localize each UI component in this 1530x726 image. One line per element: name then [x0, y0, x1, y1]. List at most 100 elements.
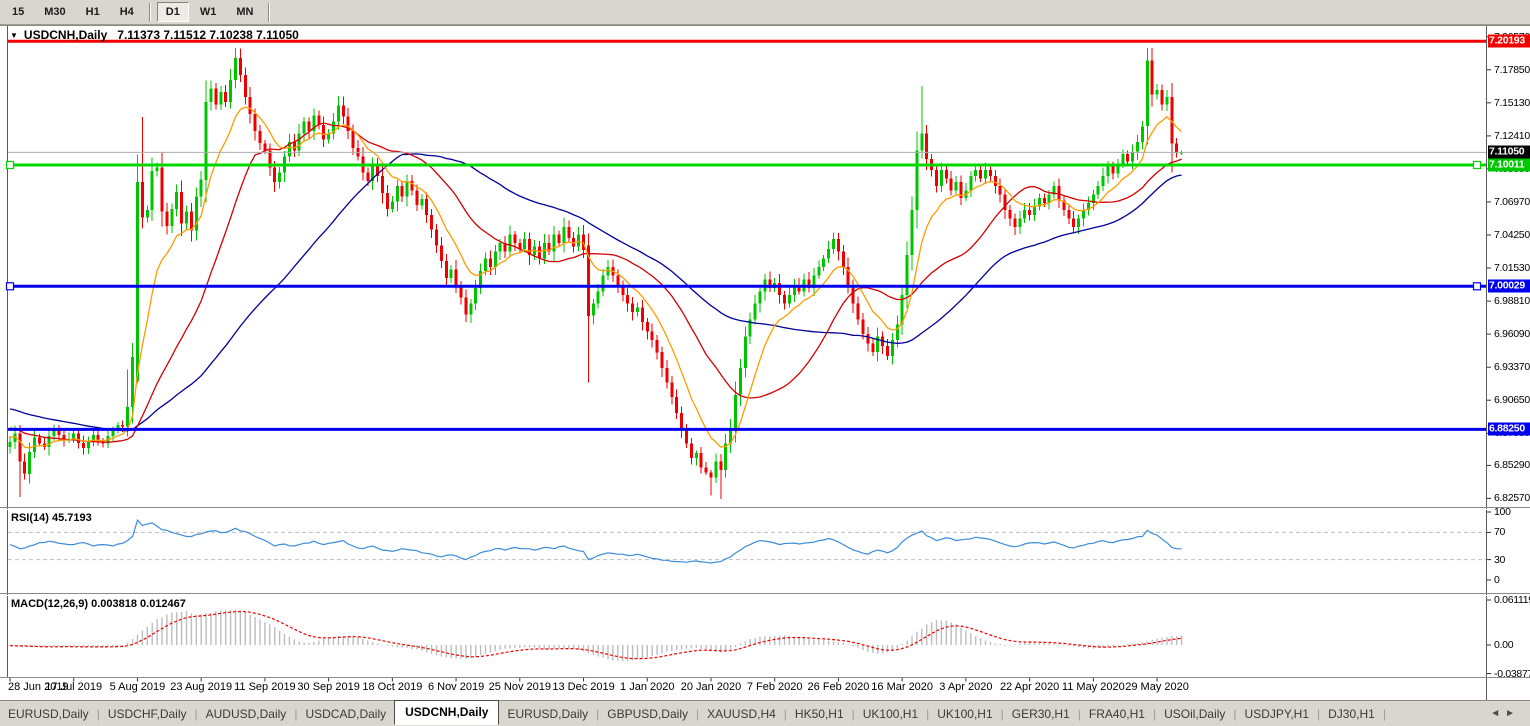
chart-tab-hk50-h1[interactable]: HK50,H1: [794, 706, 844, 721]
chart-tab-usdjpy-h1[interactable]: USDJPY,H1: [1244, 706, 1310, 721]
tab-scroll-arrows: ◄►: [1490, 708, 1530, 719]
rsi-layer: [8, 519, 1486, 564]
chart-tab-bar: EURUSD,Daily | USDCHF,Daily | AUDUSD,Daily | U…: [0, 699, 1530, 726]
price-badge: 7.11050: [1488, 145, 1530, 159]
chart-tab-eurusd-daily[interactable]: EURUSD,Daily: [8, 706, 89, 721]
price-tick-label: 7.17850: [1494, 63, 1530, 76]
chart-tab-gbpusd-daily[interactable]: GBPUSD,Daily: [607, 706, 688, 721]
tab-separator: |: [1000, 706, 1004, 721]
date-label: 7 Feb 2020: [746, 681, 803, 693]
tab-separator: |: [1317, 706, 1321, 721]
date-label: 18 Oct 2019: [362, 681, 423, 693]
price-tick-label: 6.90650: [1494, 394, 1530, 407]
tab-separator: |: [1382, 706, 1386, 721]
tab-separator: |: [783, 706, 787, 721]
date-label: 29 May 2020: [1125, 681, 1189, 693]
candles-layer: [8, 47, 1184, 499]
chart-tab-uk100-h1[interactable]: UK100,H1: [862, 706, 919, 721]
chart-tab-uk100-h1[interactable]: UK100,H1: [937, 706, 993, 721]
date-label: 17 Jul 2019: [45, 681, 103, 693]
rsi-indicator-label: RSI(14) 45.7193: [11, 512, 92, 524]
date-label: 23 Aug 2019: [170, 681, 233, 693]
tab-scroll-right-icon[interactable]: ►: [1505, 708, 1520, 719]
tab-separator: |: [294, 706, 298, 721]
macd-layer: [9, 609, 1183, 662]
rsi-tick-label: 100: [1494, 506, 1511, 518]
date-label: 1 Jan 2020: [620, 681, 675, 693]
hline-handle[interactable]: [1472, 282, 1482, 291]
timeframe-button-d1[interactable]: D1: [156, 2, 189, 22]
tab-separator: |: [1233, 706, 1237, 721]
price-tick-label: 7.12410: [1494, 129, 1530, 142]
chart-tab-eurusd-daily[interactable]: EURUSD,Daily: [507, 706, 589, 721]
tab-separator: |: [596, 706, 600, 721]
chart-tab-ger30-h1[interactable]: GER30,H1: [1011, 706, 1070, 721]
date-label: 26 Feb 2020: [807, 681, 870, 693]
hline-object-7.10011[interactable]: [5, 160, 1487, 170]
chart-tab-usoil-daily[interactable]: USOil,Daily: [1164, 706, 1226, 721]
date-label: 6 Nov 2019: [427, 681, 485, 693]
toolbar-separator: [268, 2, 271, 22]
moving-averages-layer: [9, 106, 1183, 449]
price-tick-label: 6.93370: [1494, 361, 1530, 374]
macd-indicator-label: MACD(12,26,9) 0.003818 0.012467: [11, 598, 186, 610]
price-tick-label: 7.01530: [1494, 262, 1530, 275]
date-label: 11 May 2020: [1061, 681, 1125, 693]
timeframe-button-h4[interactable]: H4: [119, 6, 134, 18]
timeframe-button-mn[interactable]: MN: [236, 6, 254, 18]
timeframe-button-m30[interactable]: M30: [44, 6, 66, 18]
price-badge: 7.00029: [1488, 279, 1530, 293]
macd-tick-label: -0.03877: [1494, 667, 1530, 680]
rsi-tick-label: 70: [1494, 526, 1506, 539]
hline-handle[interactable]: [1472, 160, 1482, 170]
price-badge: 6.88250: [1488, 422, 1530, 436]
chart-tab-fra40-h1[interactable]: FRA40,H1: [1088, 706, 1145, 721]
date-label: 16 Mar 2020: [871, 681, 934, 693]
timeframe-button-h1[interactable]: H1: [85, 6, 100, 18]
tab-separator: |: [1077, 706, 1081, 721]
chart-tab-usdchf-daily[interactable]: USDCHF,Daily: [107, 706, 187, 721]
chart-ohlc-values: 7.11373 7.11512 7.10238 7.11050: [117, 28, 299, 42]
timeframe-button-15[interactable]: 15: [12, 6, 25, 18]
hline-handle[interactable]: [5, 160, 15, 170]
macd-tick-label: 0.061119: [1494, 594, 1530, 607]
date-label: 30 Sep 2019: [297, 681, 360, 693]
timeframe-button-w1[interactable]: W1: [199, 6, 217, 18]
chart-tab-audusd-daily[interactable]: AUDUSD,Daily: [205, 706, 287, 721]
hline-handle[interactable]: [5, 282, 15, 291]
price-tick-label: 6.96090: [1494, 328, 1530, 341]
macd-tick-label: 0.00: [1494, 639, 1514, 651]
date-label: 13 Dec 2019: [552, 681, 615, 693]
price-tick-label: 7.15130: [1494, 96, 1530, 109]
tab-separator: |: [851, 706, 855, 721]
date-label: 20 Jan 2020: [680, 681, 742, 693]
hline-object-7.00029[interactable]: [5, 282, 1487, 291]
tab-separator: |: [695, 706, 700, 721]
chart-tab-usdcnh-daily[interactable]: USDCNH,Daily: [394, 699, 500, 725]
chart-tab-usdcad-daily[interactable]: USDCAD,Daily: [305, 706, 387, 721]
toolbar-separator: [148, 2, 151, 22]
tab-separator: |: [96, 706, 100, 721]
chart-symbol-label: USDCNH,Daily: [23, 28, 108, 42]
price-tick-label: 7.06970: [1494, 195, 1530, 208]
tab-separator: |: [194, 706, 198, 721]
date-label: 28 Jun 2019: [8, 681, 69, 693]
rsi-tick-label: 30: [1494, 553, 1506, 566]
tab-separator: |: [1152, 706, 1157, 721]
price-badge: 7.10011: [1488, 158, 1530, 172]
symbol-dropdown-icon[interactable]: ▼: [10, 31, 18, 40]
chart-tab-xauusd-h4[interactable]: XAUUSD,H4: [707, 706, 776, 721]
date-label: 3 Apr 2020: [939, 681, 993, 693]
price-badge: 7.20193: [1488, 34, 1530, 48]
tab-scroll-left-icon[interactable]: ◄: [1490, 708, 1506, 719]
date-label: 5 Aug 2019: [109, 681, 166, 693]
date-label: 22 Apr 2020: [999, 681, 1060, 693]
chart-tab-dj30-h1[interactable]: DJ30,H1: [1328, 706, 1375, 721]
price-tick-label: 6.98810: [1494, 295, 1530, 308]
date-label: 11 Sep 2019: [234, 681, 296, 693]
tab-separator: |: [926, 706, 930, 721]
rsi-tick-label: 0: [1494, 574, 1500, 586]
price-tick-label: 7.04250: [1494, 228, 1530, 241]
